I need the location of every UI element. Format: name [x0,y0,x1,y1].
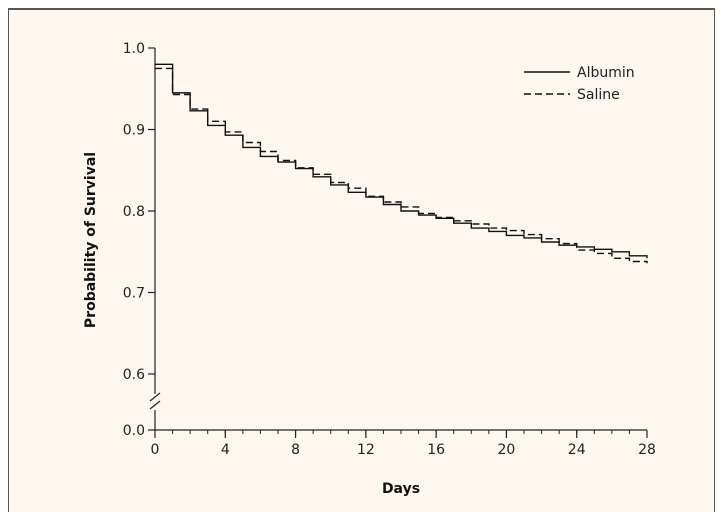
y-tick-label: 0.6 [123,367,145,383]
y-tick-label: 0.8 [123,204,145,220]
series-line-albumin [155,63,648,259]
y-tick-label: 0.9 [123,123,145,139]
x-tick-label: 8 [291,442,300,458]
axes: 0.0 0.6 0.7 0.8 0.9 1.0 0 4 8 12 16 20 24 28 [123,41,656,458]
legend-label-albumin: Albumin [577,65,635,81]
x-tick-label: 4 [221,442,230,458]
legend-label-saline: Saline [577,87,620,103]
x-tick-label: 16 [427,442,445,458]
x-axis-title: Days [382,481,420,497]
legend: Albumin Saline [524,65,635,103]
series-line-saline [155,67,648,264]
axis-break-mark-1 [149,392,161,402]
x-tick-label: 20 [498,442,516,458]
y-tick-label: 0.0 [123,423,145,439]
axis-break-mark-2 [149,400,161,410]
y-tick-label: 0.7 [123,286,145,302]
y-axis-title: Probability of Survival [83,152,99,328]
y-tick-label: 1.0 [123,41,145,57]
x-tick-label: 28 [638,442,656,458]
x-tick-label: 12 [357,442,375,458]
series-layer [155,63,648,264]
x-tick-label: 24 [568,442,586,458]
x-tick-label: 0 [151,442,160,458]
chart-panel [8,8,715,512]
